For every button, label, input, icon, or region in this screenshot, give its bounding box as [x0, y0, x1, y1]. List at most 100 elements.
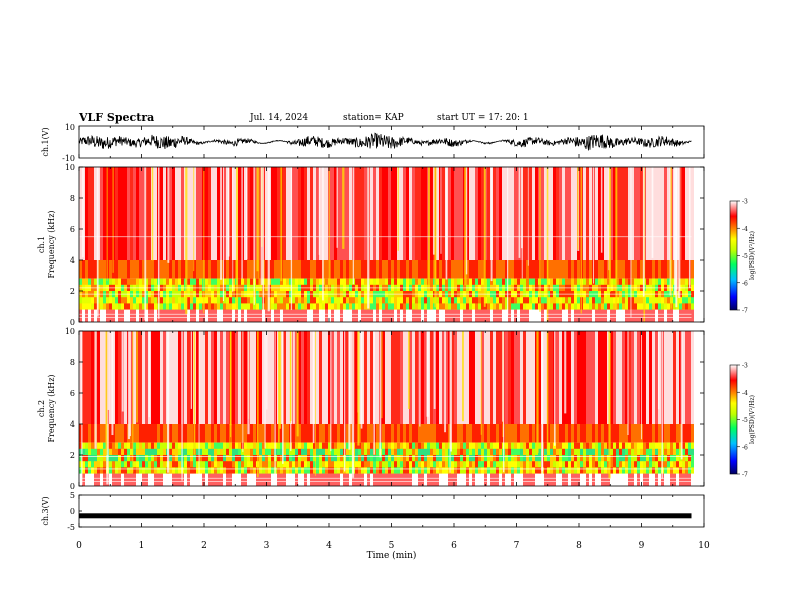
ch2-spectrogram-cell — [247, 455, 250, 462]
ch2-spectrogram-cell — [88, 473, 91, 486]
ch2-spectrogram-cell — [334, 448, 337, 456]
ch1-spectrogram-cell — [442, 297, 445, 304]
ch2-spectrogram-cell — [187, 424, 190, 443]
ch1-spectrogram-colorbar-tick-label: -3 — [742, 199, 748, 206]
ch2-spectrogram-cell — [670, 448, 673, 456]
ch2-spectrogram-cell — [481, 331, 484, 424]
ch1-spectrogram-cell — [691, 297, 694, 304]
ch1-spectrogram-streak — [185, 167, 188, 315]
ch1-spectrogram-cell — [586, 167, 589, 260]
ch1-spectrogram-cell — [232, 303, 235, 310]
ch1-spectrogram-streak — [670, 167, 672, 309]
ch1-spectrogram-cell — [616, 303, 619, 310]
ch1-spectrogram-cell — [589, 303, 592, 310]
ch2-spectrogram-cell — [187, 461, 190, 468]
ch2-spectrogram-cell — [682, 442, 685, 450]
ch2-spectrogram-cell — [127, 461, 130, 468]
ch2-spectrogram-cell — [661, 473, 664, 486]
ch1-spectrogram-cell — [403, 309, 406, 322]
ch2-spectrogram-cell — [598, 442, 601, 450]
ch2-spectrogram-cell — [235, 455, 238, 462]
ch1-spectrogram-cell — [547, 278, 550, 286]
ch2-spectrogram-cell — [295, 455, 298, 462]
ch1-spectrogram-streak — [322, 167, 324, 301]
ch2-spectrogram-cell — [418, 448, 421, 456]
ch1-spectrogram-cell — [607, 309, 610, 322]
ch2-spectrogram-cell — [196, 442, 199, 450]
ch1-spectrogram-cell — [175, 309, 178, 322]
ch2-spectrogram-cell — [595, 448, 598, 456]
ch1-spectrogram-cell — [610, 278, 613, 286]
ch1-spectrogram-cell — [325, 167, 328, 260]
ch1-spectrogram-cell — [337, 278, 340, 286]
ch2-spectrogram-cell — [484, 461, 487, 468]
ch2-spectrogram-cell — [325, 331, 328, 424]
ch2-spectrogram-cell — [319, 461, 322, 468]
ch1-spectrogram-cell — [457, 303, 460, 310]
ch2-spectrogram-cell — [94, 455, 97, 462]
ch1-spectrogram-cell — [547, 309, 550, 322]
ch2-spectrogram-colorbar-tick-label: -7 — [742, 472, 748, 479]
ch2-spectrogram-cell — [223, 455, 226, 462]
ch2-spectrogram-cell — [430, 473, 433, 486]
ch2-spectrogram-cell — [544, 448, 547, 456]
ch1-spectrogram-cell — [208, 297, 211, 304]
ch1-spectrogram-cell — [115, 260, 118, 279]
ch2-spectrogram-cell — [196, 473, 199, 486]
ch2-spectrogram-cell — [337, 473, 340, 486]
ch1-spectrogram-cell — [124, 260, 127, 279]
ch2-spectrogram-cell — [550, 442, 553, 450]
ch2-spectrogram-cell — [451, 455, 454, 462]
ch1-spectrogram-cell — [298, 278, 301, 286]
ch1-spectrogram-cell — [265, 278, 268, 286]
ch2-spectrogram-cell — [619, 448, 622, 456]
ch1-spectrogram-cell — [595, 303, 598, 310]
ch1-spectrogram-cell — [568, 297, 571, 304]
ch2-spectrogram-cell — [382, 424, 385, 443]
ch2-spectrogram-cell — [448, 461, 451, 468]
ch1-spectrogram-cell — [541, 260, 544, 279]
ch2-spectrogram-cell — [589, 442, 592, 450]
ch1-spectrogram-cell — [460, 303, 463, 310]
ch1-spectrogram-cell — [487, 303, 490, 310]
ch2-spectrogram-cell — [664, 331, 667, 424]
ch1-spectrogram-cell — [616, 297, 619, 304]
ch1-spectrogram-cell — [556, 167, 559, 260]
ch2-spectrogram-cell — [244, 455, 247, 462]
ch2-spectrogram-cell — [418, 467, 421, 474]
ch1-spectrogram-cell — [346, 278, 349, 286]
ch2-spectrogram-cell — [472, 331, 475, 424]
ch2-spectrogram-cell — [271, 473, 274, 486]
ch1-spectrogram-cell — [430, 303, 433, 310]
ch2-spectrogram-cell — [490, 448, 493, 456]
ch1-spectrogram-cell — [286, 303, 289, 310]
ch2-spectrogram-streak — [450, 331, 452, 452]
ch2-spectrogram-cell — [442, 473, 445, 486]
ch1-spectrogram-cell — [388, 260, 391, 279]
ch1-spectrogram-cell — [187, 260, 190, 279]
ch2-spectrogram-cell — [529, 442, 532, 450]
ch1-spectrogram-colorbar-tick-label: -7 — [742, 308, 748, 315]
ch1-spectrogram-cell — [502, 167, 505, 260]
ch2-spectrogram-cell — [634, 448, 637, 456]
ch2-spectrogram-cell — [514, 473, 517, 486]
ch1-spectrogram-cell — [265, 303, 268, 310]
ch1-spectrogram-cell — [511, 278, 514, 286]
ch2-spectrogram-ylabel-channel: ch.2 — [37, 400, 46, 417]
ch2-spectrogram-cell — [625, 461, 628, 468]
ch2-spectrogram-cell — [658, 455, 661, 462]
ch2-spectrogram-cell — [409, 448, 412, 456]
ch2-spectrogram-cell — [220, 448, 223, 456]
ch2-spectrogram-cell — [562, 473, 565, 486]
ch2-spectrogram-cell — [655, 467, 658, 474]
ch1-spectrogram-cell — [85, 278, 88, 286]
ch2-spectrogram-cell — [253, 442, 256, 450]
ch1-spectrogram-cell — [505, 303, 508, 310]
ch1-spectrogram-cell — [691, 309, 694, 322]
ch2-spectrogram-cell — [658, 467, 661, 474]
ch2-spectrogram-cell — [235, 442, 238, 450]
ch1-spectrogram-cell — [658, 278, 661, 286]
ch2-spectrogram-cell — [559, 473, 562, 486]
ch1-spectrogram-cell — [328, 303, 331, 310]
ch2-spectrogram-cell — [478, 424, 481, 443]
